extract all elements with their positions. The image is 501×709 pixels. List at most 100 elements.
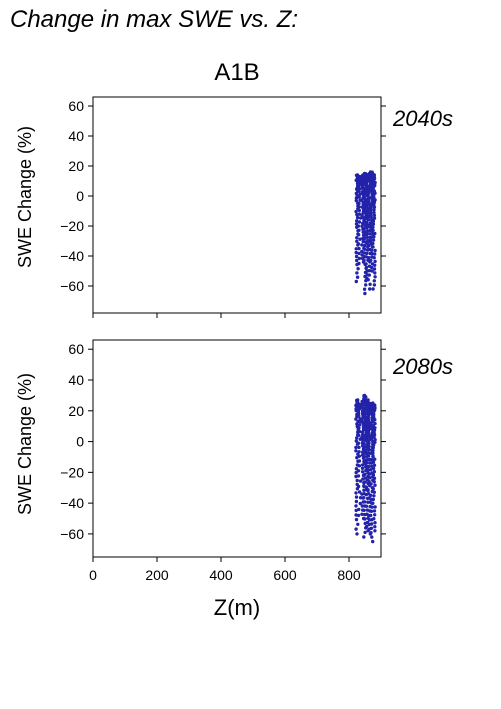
scatter-point: [371, 228, 375, 232]
scatter-point: [355, 275, 360, 279]
scatter-point: [363, 530, 367, 535]
scatter-point: [357, 220, 362, 224]
scatter-point: [369, 531, 373, 535]
scatter-point: [355, 532, 359, 536]
scatter-point: [369, 437, 374, 441]
scatter-point: [373, 513, 377, 517]
scatter-point: [369, 509, 374, 513]
y-axis-label: SWE Change (%): [15, 126, 35, 268]
scatter-point: [356, 484, 361, 489]
scatter-point: [371, 225, 375, 229]
scatter-point: [357, 228, 361, 232]
scatter-point: [366, 432, 371, 437]
scatter-point: [354, 467, 359, 471]
scatter-point: [358, 192, 362, 196]
scatter-point: [372, 480, 376, 484]
scatter-point: [372, 205, 377, 209]
scatter-point: [354, 504, 358, 508]
scatter-point: [366, 500, 370, 504]
scatter-point: [357, 256, 362, 261]
scatter-point: [362, 535, 366, 539]
scatter-point: [368, 476, 372, 480]
scatter-point: [371, 245, 375, 249]
scatter-point: [356, 441, 361, 445]
scatter-point: [358, 479, 363, 483]
scatter-point: [371, 241, 375, 246]
scatter-point: [372, 256, 376, 260]
scatter-point: [360, 512, 364, 516]
scatter-point: [356, 513, 361, 518]
scatter-point: [355, 258, 359, 263]
scatter-point: [355, 456, 359, 460]
scatter-point: [371, 497, 375, 502]
scatter-point: [360, 470, 365, 474]
scatter-point: [371, 466, 376, 471]
scatter-point: [358, 237, 362, 241]
scatter-point: [360, 213, 364, 217]
scatter-points: [354, 393, 377, 544]
scatter-point: [362, 496, 366, 500]
scatter-point: [357, 459, 362, 463]
scatter-point: [373, 231, 377, 236]
scatter-point: [364, 524, 369, 529]
scatter-point: [360, 253, 364, 257]
scatter-point: [373, 505, 377, 509]
scatter-point: [358, 423, 362, 427]
scatter-point: [370, 269, 374, 273]
scatter-point: [361, 433, 365, 437]
scatter-point: [363, 517, 367, 521]
scatter-point: [357, 445, 361, 450]
scatter-point: [370, 248, 374, 252]
x-axis: 0 200 400 600 800: [89, 557, 361, 583]
scatter-point: [371, 445, 375, 450]
scatter-point: [373, 271, 377, 275]
scatter-point: [373, 275, 377, 279]
scatter-point: [355, 236, 359, 240]
scatter-point: [369, 522, 374, 526]
scatter-point: [354, 499, 359, 504]
scatter-point: [370, 251, 374, 256]
scatter-point: [371, 451, 375, 455]
scatter-point: [362, 484, 366, 488]
scatter-point: [364, 262, 368, 266]
scatter-point: [360, 435, 364, 440]
period-label: 2080s: [392, 354, 453, 379]
scatter-point: [357, 208, 361, 213]
scatter-point: [366, 278, 370, 282]
scatter-point: [372, 208, 376, 212]
scatter-point: [372, 443, 376, 447]
scatter-point: [357, 464, 362, 468]
scatter-point: [373, 259, 377, 264]
scatter-point: [372, 463, 377, 467]
scatter-point: [354, 439, 358, 443]
scatter-point: [368, 232, 372, 236]
scatter-point: [354, 508, 358, 513]
scatter-point: [363, 500, 367, 504]
scatter-point: [354, 254, 359, 259]
scatter-point: [354, 247, 358, 251]
scatter-point: [365, 232, 369, 236]
scatter-point: [363, 472, 367, 476]
scatter-point: [357, 251, 361, 256]
scatter-point: [357, 411, 361, 416]
scatter-point: [369, 215, 373, 219]
x-axis-label: Z(m): [214, 595, 260, 620]
scenario-label: A1B: [214, 59, 259, 86]
scatter-point: [361, 438, 365, 442]
scatter-point: [358, 216, 363, 220]
x-tick-label: 600: [273, 567, 297, 583]
y-tick-label: 40: [68, 372, 84, 388]
scatter-point: [364, 461, 369, 465]
scatter-point: [363, 291, 367, 296]
scatter-point: [360, 466, 365, 470]
scatter-point: [373, 248, 377, 253]
scatter-point: [357, 426, 361, 430]
scatter-point: [358, 187, 362, 191]
scatter-point: [372, 216, 377, 220]
scatter-point: [360, 430, 365, 434]
scatter-point: [368, 238, 373, 243]
y-tick-label: 40: [68, 128, 84, 144]
scatter-point: [366, 218, 371, 222]
y-tick-label: −40: [60, 495, 84, 511]
